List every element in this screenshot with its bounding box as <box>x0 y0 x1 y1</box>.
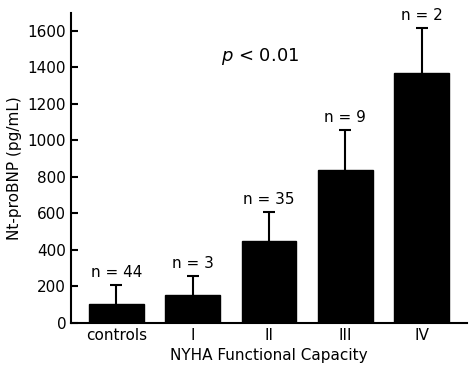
Bar <box>165 295 220 323</box>
Bar <box>318 169 373 323</box>
Text: n = 3: n = 3 <box>172 256 214 271</box>
Bar <box>242 240 296 323</box>
Text: n = 2: n = 2 <box>401 8 442 23</box>
Text: n = 35: n = 35 <box>243 192 295 207</box>
X-axis label: NYHA Functional Capacity: NYHA Functional Capacity <box>170 348 368 363</box>
Y-axis label: Nt-proBNP (pg/mL): Nt-proBNP (pg/mL) <box>7 96 22 239</box>
Text: n = 9: n = 9 <box>324 110 366 125</box>
Text: $\it{p}$ < 0.01: $\it{p}$ < 0.01 <box>221 46 300 67</box>
Bar <box>394 73 449 323</box>
Text: n = 44: n = 44 <box>91 265 142 280</box>
Bar <box>89 305 144 323</box>
